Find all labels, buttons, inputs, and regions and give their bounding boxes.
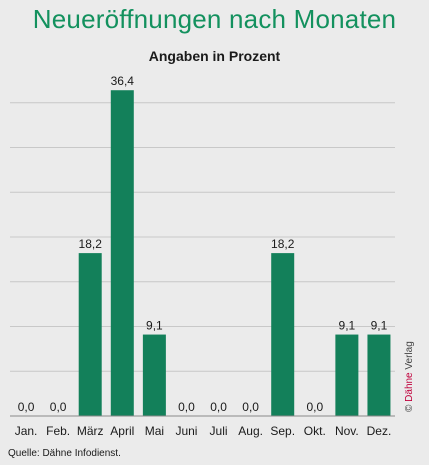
data-label: 18,2 xyxy=(79,237,103,251)
x-tick-label: Okt. xyxy=(304,424,326,438)
x-tick-label: Jan. xyxy=(15,424,38,438)
x-tick-label: März xyxy=(77,424,104,438)
copyright-symbol: © xyxy=(404,404,415,412)
data-label: 0,0 xyxy=(306,400,323,414)
data-label: 0,0 xyxy=(210,400,227,414)
data-label: 0,0 xyxy=(50,400,67,414)
bar-dez xyxy=(367,334,391,416)
x-tick-label: April xyxy=(110,424,134,438)
bar-sep xyxy=(271,253,295,416)
data-label: 9,1 xyxy=(339,319,356,333)
data-label: 18,2 xyxy=(271,237,295,251)
bar-april xyxy=(110,90,134,416)
x-tick-label: Sep. xyxy=(270,424,295,438)
bar-nov xyxy=(335,334,359,416)
data-label: 0,0 xyxy=(178,400,195,414)
x-tick-label: Nov. xyxy=(335,424,359,438)
source-note: Quelle: Dähne Infodienst. xyxy=(8,448,121,459)
chart-title: Neueröffnungen nach Monaten xyxy=(32,4,397,34)
data-label: 36,4 xyxy=(111,74,135,88)
x-tick-label: Feb. xyxy=(46,424,70,438)
data-label: 9,1 xyxy=(146,319,163,333)
x-tick-label: Juni xyxy=(175,424,197,438)
data-label: 0,0 xyxy=(18,400,35,414)
bar-mrz xyxy=(78,253,102,416)
x-tick-label: Aug. xyxy=(238,424,263,438)
credit-brand: Dähne xyxy=(404,372,415,402)
chart-subtitle: Angaben in Prozent xyxy=(148,48,281,64)
x-tick-label: Dez. xyxy=(367,424,392,438)
data-label: 9,1 xyxy=(371,319,388,333)
bar-mai xyxy=(142,334,166,416)
x-tick-label: Mai xyxy=(145,424,164,438)
credit-suffix: Verlag xyxy=(404,341,415,370)
data-label: 0,0 xyxy=(242,400,259,414)
x-tick-label: Juli xyxy=(210,424,228,438)
